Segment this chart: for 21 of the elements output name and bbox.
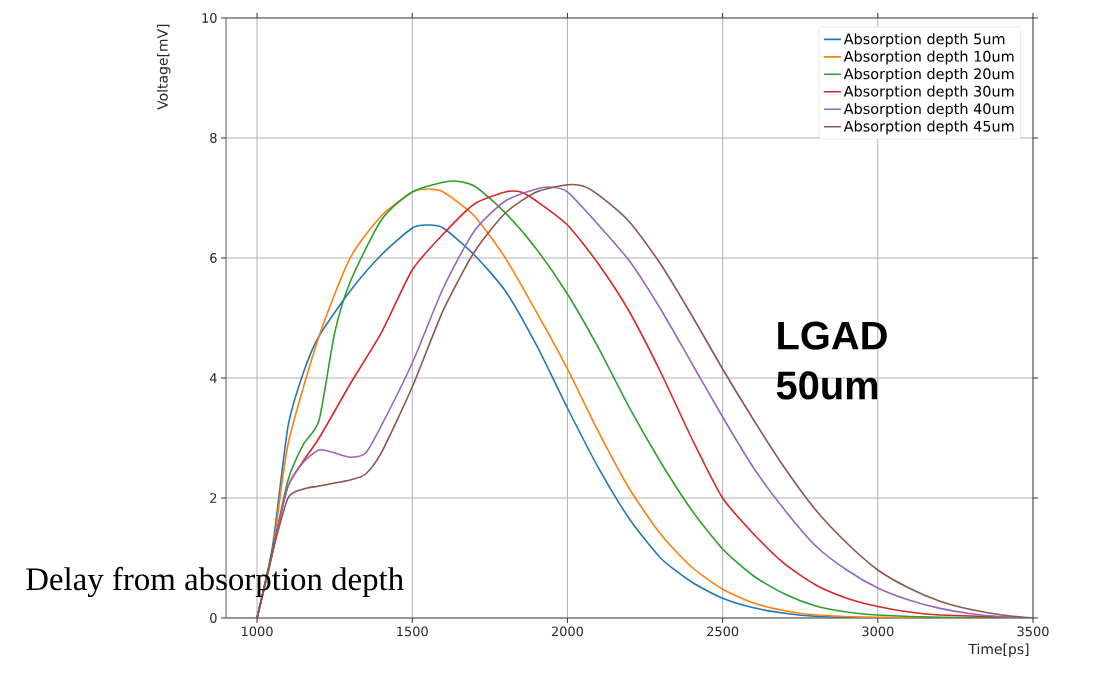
x-tick-label: 3500 <box>1017 626 1049 637</box>
y-tick-label: 6 <box>210 253 217 263</box>
x-tick-label: 1500 <box>397 626 428 637</box>
legend-label: Absorption depth 10um <box>843 50 1014 65</box>
annotation: LGAD 50um <box>776 321 887 400</box>
x-tick-label: 2000 <box>551 626 584 637</box>
legend-label: Absorption depth 40um <box>843 102 1014 117</box>
x-tick-label: 1000 <box>241 626 273 637</box>
legend-label: Absorption depth 5um <box>843 33 1005 48</box>
x-axis-title: Time[ps] <box>968 643 1029 658</box>
legend-label: Absorption depth 45um <box>843 120 1014 135</box>
y-tick-label: 10 <box>202 13 217 23</box>
y-axis-title: Voltage[mV] <box>156 24 171 110</box>
y-tick-label: 0 <box>210 613 217 623</box>
x-tick-label: 2500 <box>707 626 739 637</box>
y-tick-label: 8 <box>210 133 217 143</box>
y-tick-label: 2 <box>210 493 217 503</box>
legend-label: Absorption depth 20um <box>843 68 1014 83</box>
legend-label: Absorption depth 30um <box>843 85 1014 100</box>
x-tick-label: 3000 <box>862 626 894 637</box>
y-tick-label: 4 <box>209 373 217 383</box>
